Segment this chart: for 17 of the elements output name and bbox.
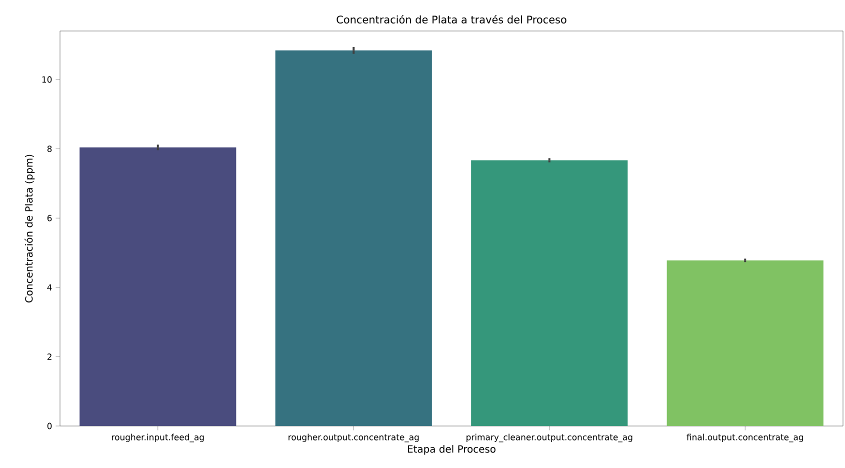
y-axis-title: Concentración de Plata (ppm) xyxy=(24,154,35,302)
y-tick-label: 8 xyxy=(47,146,52,152)
x-tick-label: primary_cleaner.output.concentrate_ag xyxy=(466,434,632,442)
y-tick-label: 6 xyxy=(47,214,52,222)
x-tick-label: rougher.input.feed_ag xyxy=(112,434,204,442)
y-tick-label: 0 xyxy=(47,422,52,430)
bar xyxy=(471,160,628,426)
x-tick-label: rougher.output.concentrate_ag xyxy=(288,434,419,442)
x-axis-title: Etapa del Proceso xyxy=(408,445,496,455)
x-tick-label: final.output.concentrate_ag xyxy=(686,434,804,442)
bar xyxy=(666,260,824,426)
y-tick-label: 2 xyxy=(47,354,52,360)
bar xyxy=(275,50,432,426)
y-tick-label: 10 xyxy=(42,76,52,83)
bar xyxy=(80,147,236,426)
y-tick-label: 4 xyxy=(47,284,52,290)
chart-title: Concentración de Plata a través del Proceso xyxy=(336,14,566,24)
